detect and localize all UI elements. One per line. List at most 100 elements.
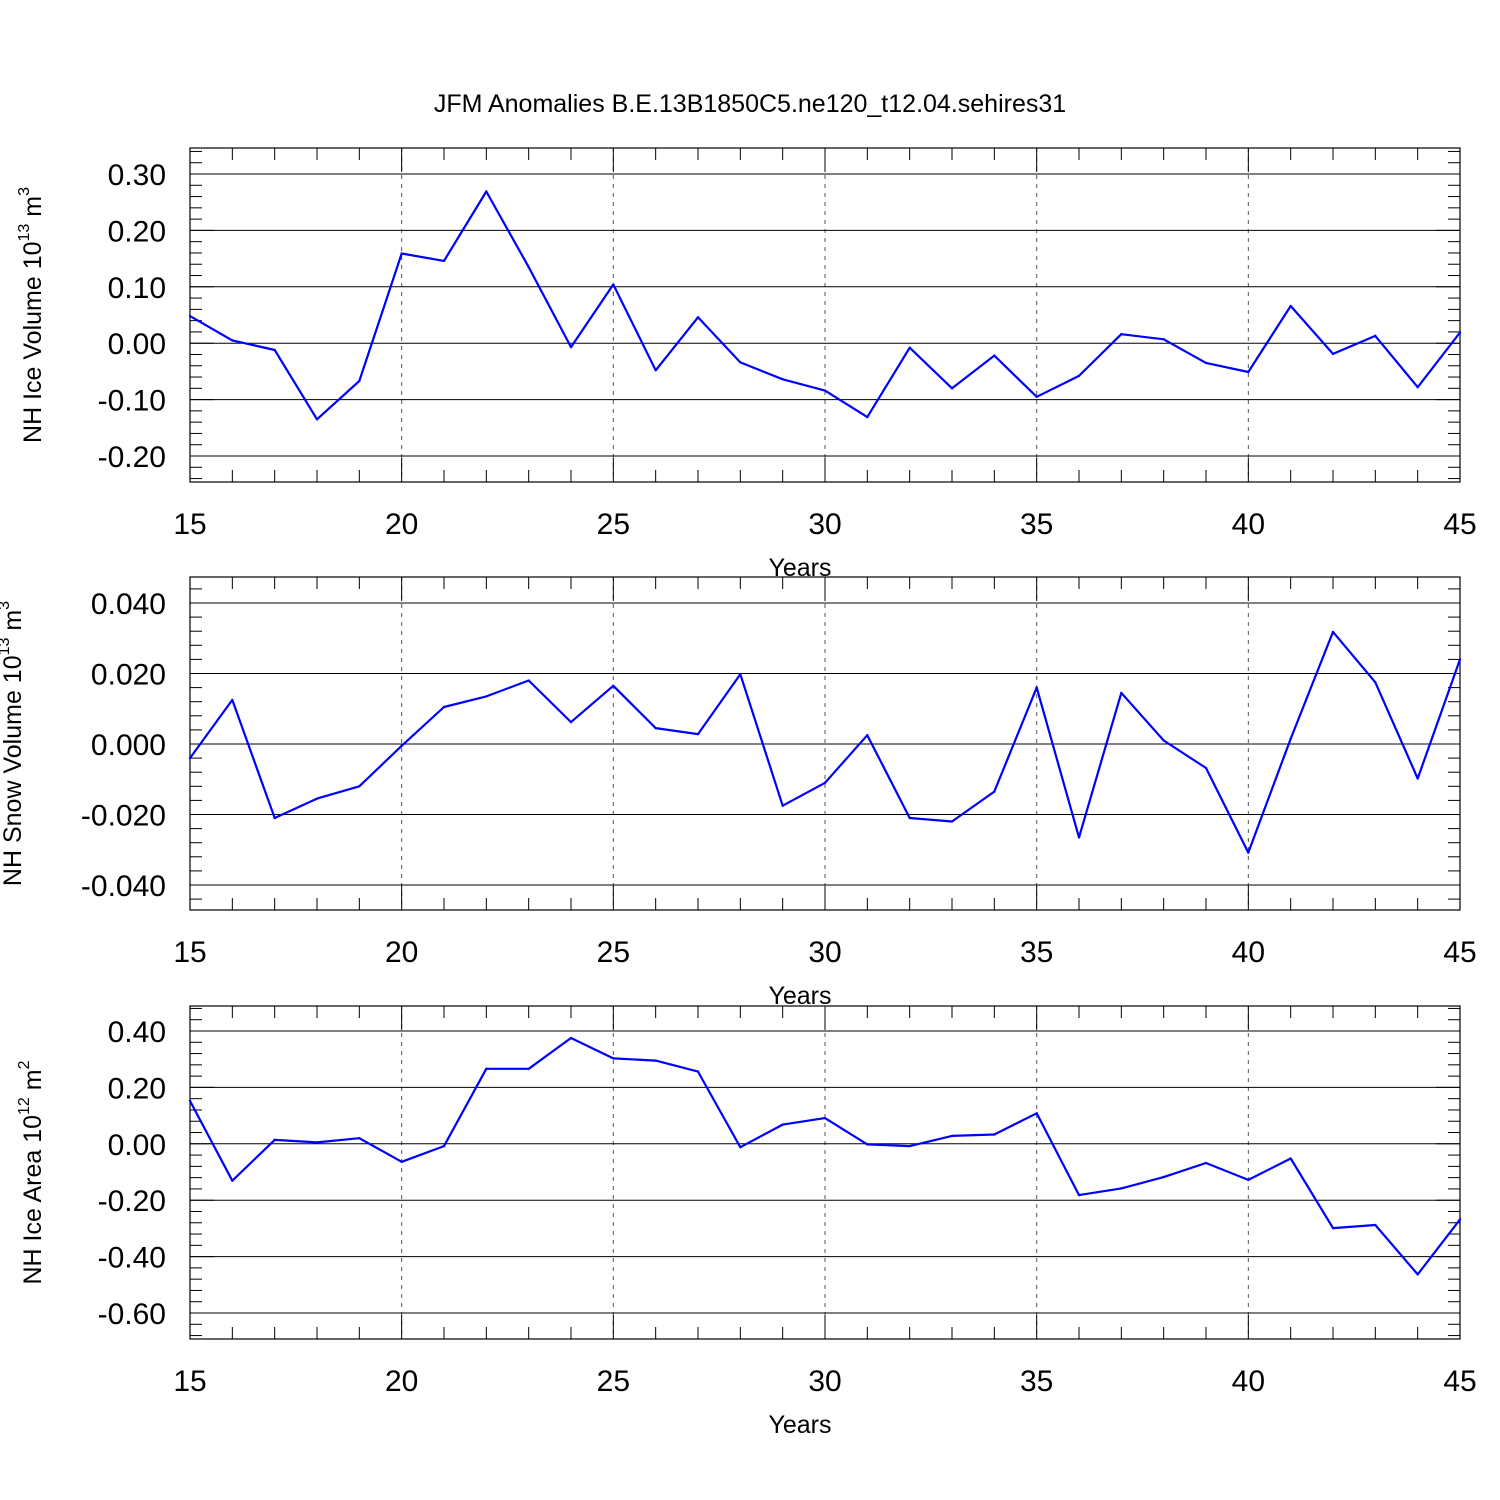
data-point	[188, 1099, 192, 1103]
x-axis-label: Years	[768, 1411, 831, 1439]
y-tick-label: 0.00	[108, 1129, 166, 1162]
data-point	[1289, 1157, 1292, 1160]
x-tick-label: 25	[597, 508, 630, 541]
y-axis-label-main: NH Ice Volume 10	[19, 241, 47, 443]
data-point	[1247, 370, 1250, 374]
data-point	[527, 265, 530, 269]
data-point	[1204, 766, 1208, 770]
x-axis-label: Years	[768, 982, 831, 1010]
y-tick-label: -0.040	[81, 870, 166, 903]
data-point	[442, 259, 446, 263]
data-point	[781, 804, 784, 807]
data-point	[908, 346, 911, 349]
panel-ice-volume: 15 20 25 30 35 40 45 -0.20 -0.10 0.00 0.10 0.20 0.30…	[16, 147, 1477, 582]
data-point	[358, 1136, 361, 1140]
y-tick-label: 0.00	[108, 328, 166, 361]
series-line	[189, 1036, 1461, 1276]
data-point	[1416, 1273, 1419, 1276]
x-tick-label: 20	[385, 1365, 418, 1398]
data-point	[1035, 395, 1038, 398]
data-point	[823, 1116, 827, 1120]
data-point	[358, 785, 361, 788]
y-axis-label: NH Ice Area 1012 m2	[16, 1060, 47, 1284]
y-tick-label: 0.020	[91, 659, 166, 692]
data-point	[1120, 691, 1123, 695]
data-point	[315, 418, 319, 421]
data-point	[442, 1144, 446, 1148]
data-point	[569, 1036, 573, 1040]
data-point	[696, 316, 700, 319]
data-point	[569, 345, 573, 349]
data-point	[866, 733, 869, 737]
plot-frame	[189, 1005, 1461, 1340]
data-point	[527, 679, 530, 682]
panels: 15 20 25 30 35 40 45 -0.20 -0.10 0.00 0.10 0.20 0.30…	[0, 147, 1477, 1439]
data-point	[400, 252, 403, 255]
data-point	[823, 781, 827, 784]
data-point	[1077, 1193, 1081, 1197]
x-tick-label: 25	[597, 936, 630, 969]
y-axis-label-main: NH Ice Area 10	[19, 1115, 47, 1285]
data-point	[654, 1059, 657, 1062]
x-tick-label: 40	[1232, 1365, 1265, 1398]
y-tick-label: 0.30	[108, 159, 166, 192]
y-tick-label: -0.10	[98, 385, 166, 418]
data-point	[1162, 338, 1165, 341]
data-point	[950, 820, 954, 823]
data-point	[400, 1160, 403, 1164]
data-point	[696, 1070, 700, 1073]
data-point	[315, 1141, 319, 1144]
data-point	[485, 190, 488, 193]
data-point	[1458, 331, 1462, 334]
y-axis-label-exponent: 12	[16, 1097, 33, 1115]
x-tick-label: 15	[173, 508, 206, 541]
data-point	[1247, 1178, 1250, 1182]
data-point	[1289, 737, 1292, 740]
data-point	[612, 1057, 615, 1060]
y-tick-label: -0.60	[98, 1298, 166, 1331]
data-point	[1289, 304, 1292, 308]
data-point	[273, 1138, 276, 1142]
panel-ice-area: 15 20 25 30 35 40 45 -0.60 -0.40 -0.20 0.00 0.20 0.4…	[16, 1005, 1477, 1439]
data-point	[315, 797, 319, 800]
y-tick-label: -0.020	[81, 800, 166, 833]
y-axis-label-exponent: 13	[0, 638, 13, 656]
y-tick-label: 0.20	[108, 1072, 166, 1105]
panel-snow-volume: 15 20 25 30 35 40 45 -0.040 -0.020 0.000 0.020 0.04…	[0, 576, 1477, 1010]
data-point	[739, 1145, 742, 1149]
data-point	[231, 698, 234, 702]
y-axis-label-unit-exponent: 3	[0, 601, 13, 610]
data-point	[993, 790, 996, 793]
y-axis-label: NH Snow Volume 1013 m3	[0, 601, 27, 886]
data-point	[273, 816, 276, 820]
data-point	[1331, 630, 1335, 634]
data-point	[527, 1067, 530, 1070]
x-tick-label: 15	[173, 1365, 206, 1398]
y-axis-label-main: NH Snow Volume 10	[0, 655, 27, 886]
data-point	[400, 744, 403, 747]
x-tick-label: 20	[385, 508, 418, 541]
x-tick-label: 20	[385, 936, 418, 969]
data-point	[1374, 334, 1377, 338]
data-point	[612, 684, 615, 688]
data-point	[1204, 1161, 1208, 1165]
data-point	[654, 369, 657, 372]
y-tick-label: -0.20	[98, 1185, 166, 1218]
data-point	[739, 673, 742, 676]
data-point	[993, 1133, 996, 1136]
data-point	[1458, 658, 1462, 661]
data-point	[569, 720, 573, 724]
data-point	[231, 339, 234, 342]
data-point	[1162, 1175, 1165, 1179]
data-point	[231, 1179, 234, 1182]
data-point	[781, 1123, 784, 1126]
x-tick-label: 35	[1020, 508, 1053, 541]
x-tick-label: 30	[808, 936, 841, 969]
y-tick-label: 0.000	[91, 729, 166, 762]
y-axis-label-unit: m	[0, 610, 27, 638]
y-tick-label: -0.40	[98, 1242, 166, 1275]
data-point	[866, 415, 869, 419]
data-point	[612, 283, 615, 286]
data-point	[654, 726, 657, 730]
